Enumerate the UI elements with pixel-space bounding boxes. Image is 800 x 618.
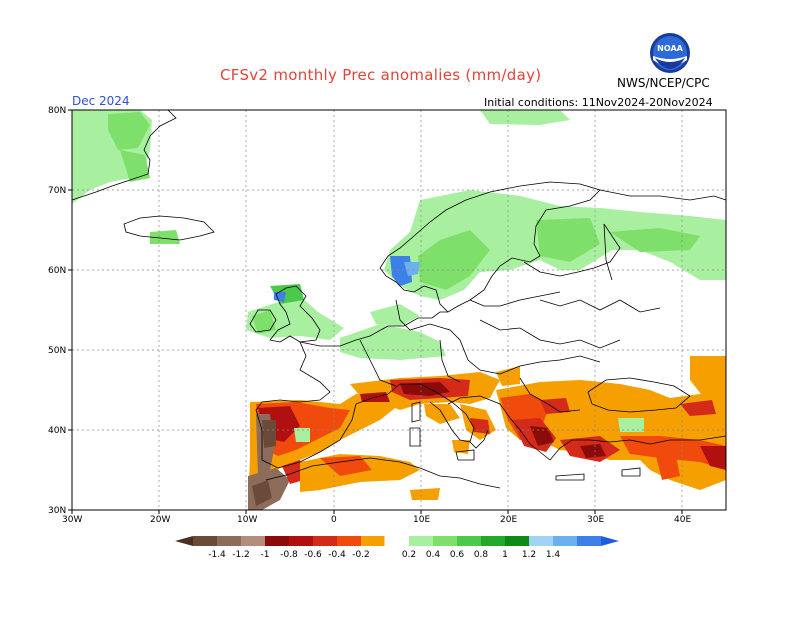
graticule (72, 110, 726, 510)
colorbar-high-arrow (601, 536, 619, 546)
lon-label: 20E (500, 515, 517, 525)
colorbar-label: -1 (261, 550, 270, 560)
lon-axis: 30W 20W 10W 0 10E 20E 30E 40E (62, 510, 691, 525)
colorbar-swatch (577, 536, 601, 546)
colorbar-label: -1.4 (208, 550, 226, 560)
colorbar-label: -0.2 (352, 550, 370, 560)
colorbar-label: 0.8 (474, 550, 489, 560)
colorbar-swatch (433, 536, 457, 546)
colorbar-swatch (337, 536, 361, 546)
lat-label: 50N (48, 346, 66, 356)
forecast-period: Dec 2024 (72, 94, 130, 108)
lon-label: 0 (331, 515, 337, 525)
coastlines (71, 109, 727, 489)
colorbar-swatch (529, 536, 553, 546)
colorbar-label: 1 (502, 550, 508, 560)
initial-conditions: Initial conditions: 11Nov2024-20Nov2024 (484, 96, 713, 109)
colorbar-label: 0.6 (450, 550, 465, 560)
colorbar-swatch (457, 536, 481, 546)
colorbar-swatch (241, 536, 265, 546)
colorbar-swatch (289, 536, 313, 546)
lon-label: 20W (150, 515, 170, 525)
lat-axis: 80N 70N 60N 50N 40N 30N (48, 106, 72, 516)
colorbar-label: 1.2 (522, 550, 536, 560)
colorbar-label: 0.2 (402, 550, 416, 560)
lat-label: 80N (48, 106, 66, 116)
agency-label: NWS/NCEP/CPC (617, 76, 710, 90)
lat-label: 60N (48, 266, 66, 276)
colorbar-swatch (409, 536, 433, 546)
colorbar-swatch (481, 536, 505, 546)
logo-text: NOAA (657, 44, 683, 53)
colorbar-swatch (217, 536, 241, 546)
colorbar-label: 0.4 (426, 550, 441, 560)
lon-label: 10W (237, 515, 257, 525)
colorbar-label: -0.6 (304, 550, 322, 560)
colorbar-swatch (505, 536, 529, 546)
colorbar-label: -1.2 (232, 550, 250, 560)
colorbar-swatch (384, 535, 410, 547)
lon-label: 30E (587, 515, 604, 525)
colorbar-swatch (313, 536, 337, 546)
colorbar-swatch (265, 536, 289, 546)
colorbar-swatch (553, 536, 577, 546)
lon-label: 10E (413, 515, 430, 525)
lat-label: 70N (48, 186, 66, 196)
colorbar-label: 1.4 (546, 550, 561, 560)
anomaly-layer (72, 110, 726, 510)
map-title: CFSv2 monthly Prec anomalies (mm/day) (220, 66, 542, 84)
colorbar-swatch (361, 536, 385, 546)
colorbar-swatch (193, 536, 217, 546)
colorbar-label: -0.8 (280, 550, 298, 560)
lon-label: 40E (674, 515, 691, 525)
colorbar: -1.4 -1.2 -1 -0.8 -0.6 -0.4 -0.2 0.2 0.4 0.6 0.8 1 1… (175, 535, 619, 560)
lon-label: 30W (62, 515, 82, 525)
colorbar-low-arrow (175, 536, 193, 546)
noaa-logo-icon: NOAA (650, 33, 690, 73)
lat-label: 40N (48, 426, 66, 436)
lat-label: 30N (48, 506, 66, 516)
colorbar-label: -0.4 (328, 550, 346, 560)
